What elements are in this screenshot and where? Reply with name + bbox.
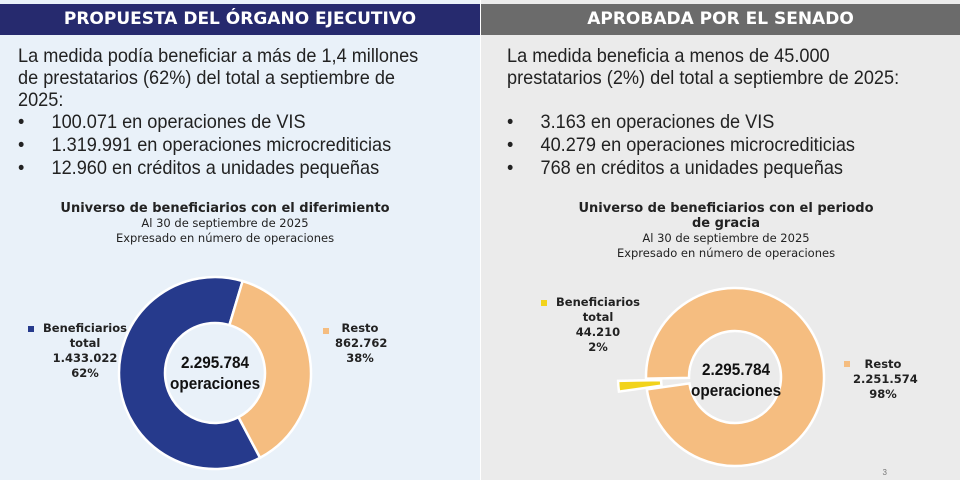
slice-value: 44.210: [575, 325, 621, 339]
chart-subtitle: Al 30 de septiembre de 2025: [642, 231, 810, 245]
executive-proposal-panel: PROPUESTA DEL ÓRGANO EJECUTIVO La medida…: [0, 0, 480, 480]
slice-name: Resto: [341, 321, 379, 335]
slice-percent: 2%: [588, 340, 608, 354]
legend-swatch-beneficiarios: [28, 326, 34, 332]
slice-label-beneficiarios: Beneficiarios total 1.433.022 62%: [40, 321, 130, 381]
senate-approved-panel: APROBADA POR EL SENADO La medida benefic…: [481, 0, 960, 480]
bullet-item: 3.163 en operaciones de VIS: [507, 111, 855, 134]
donut-slice-beneficiarios: [616, 378, 663, 394]
chart-subtitle: Expresado en número de operaciones: [115, 231, 335, 245]
legend-swatch-resto: [844, 361, 850, 367]
bullet-item: 12.960 en créditos a unidades pequeñas: [18, 157, 391, 180]
donut-center-label: 2.295.784 operaciones: [170, 352, 260, 394]
slice-percent: 38%: [346, 351, 374, 365]
chart-title: Universo de beneficiarios con el periodo…: [578, 201, 874, 231]
chart-subtitle: Expresado en número de operaciones: [616, 246, 836, 260]
chart-title-block: Universo de beneficiarios con el periodo…: [576, 201, 876, 261]
bullet-list: 3.163 en operaciones de VIS 40.279 en op…: [507, 111, 855, 180]
center-unit: operaciones: [691, 381, 782, 400]
donut-slice-resto: [227, 279, 313, 460]
chart-title: Universo de beneficiarios con el diferim…: [60, 201, 390, 216]
center-unit: operaciones: [170, 374, 261, 393]
center-total: 2.295.784: [180, 353, 250, 372]
center-total: 2.295.784: [701, 360, 771, 379]
bullet-item: 1.319.991 en operaciones microcrediticia…: [18, 134, 391, 157]
donut-chart-right: [616, 286, 826, 468]
legend-swatch-resto: [323, 328, 329, 334]
intro-text: La medida podía beneficiar a más de 1,4 …: [18, 45, 419, 111]
slice-value: 1.433.022: [52, 351, 118, 365]
chart-title-block: Universo de beneficiarios con el diferim…: [0, 201, 480, 246]
slice-value: 862.762: [335, 336, 388, 350]
donut-slice-resto: [644, 286, 826, 468]
slice-value: 2.251.574: [853, 372, 918, 386]
page-number: 3: [882, 468, 887, 477]
slice-percent: 62%: [71, 366, 99, 380]
slice-name: Resto: [864, 357, 902, 371]
panel-header: PROPUESTA DEL ÓRGANO EJECUTIVO: [0, 4, 480, 35]
slice-name: Beneficiarios total: [43, 321, 127, 350]
slice-label-beneficiarios: Beneficiarios total 44.210 2%: [553, 295, 643, 355]
chart-subtitle: Al 30 de septiembre de 2025: [141, 216, 309, 230]
bullet-item: 100.071 en operaciones de VIS: [18, 111, 391, 134]
legend-swatch-beneficiarios: [541, 300, 547, 306]
bullet-item: 768 en créditos a unidades pequeñas: [507, 157, 855, 180]
donut-slice-beneficiarios: [117, 275, 262, 471]
donut-center-label: 2.295.784 operaciones: [691, 359, 781, 401]
bullet-list: 100.071 en operaciones de VIS 1.319.991 …: [18, 111, 391, 180]
bullet-item: 40.279 en operaciones microcrediticias: [507, 134, 855, 157]
slice-percent: 98%: [869, 387, 897, 401]
panel-header: APROBADA POR EL SENADO: [481, 4, 960, 35]
intro-text: La medida beneficia a menos de 45.000 pr…: [507, 45, 900, 89]
slice-label-resto: Resto 862.762 38%: [335, 321, 388, 366]
donut-chart-left: [117, 275, 313, 471]
slice-label-resto: Resto 2.251.574 98%: [853, 357, 918, 402]
slice-name: Beneficiarios total: [556, 295, 640, 324]
